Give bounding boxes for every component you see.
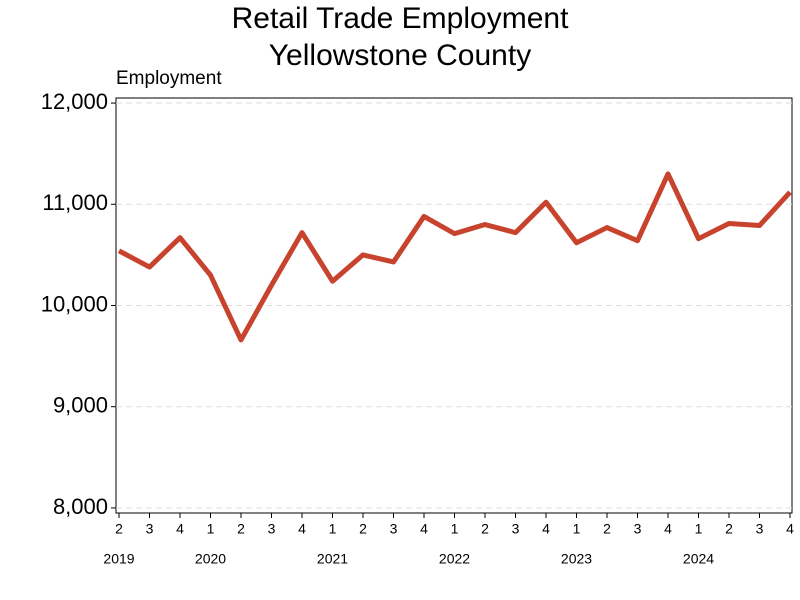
x-tick-label: 1: [451, 521, 459, 537]
y-tick-label: 8,000: [53, 494, 108, 519]
x-tick-label: 3: [756, 521, 764, 537]
x-tick-label: 2: [237, 521, 245, 537]
x-tick-label: 2: [725, 521, 733, 537]
x-tick-label: 3: [390, 521, 398, 537]
year-label: 2021: [317, 551, 348, 567]
x-tick-label: 4: [420, 521, 428, 537]
x-tick-label: 1: [329, 521, 337, 537]
chart-title: Retail Trade Employment: [232, 2, 569, 35]
x-tick-label: 4: [176, 521, 184, 537]
x-tick-label: 2: [359, 521, 367, 537]
x-tick-label: 3: [146, 521, 154, 537]
x-tick-label: 3: [634, 521, 642, 537]
y-tick-label: 10,000: [41, 291, 108, 316]
y-tick-label: 11,000: [42, 190, 108, 215]
year-label: 2023: [561, 551, 592, 567]
x-tick-label: 2: [481, 521, 489, 537]
year-label: 2024: [683, 551, 714, 567]
line: [117, 171, 792, 343]
year-label: 2020: [195, 551, 226, 567]
x-tick-label: 2: [603, 521, 611, 537]
x-tick-label: 4: [542, 521, 550, 537]
x-tick-label: 4: [786, 521, 794, 537]
year-label: 2019: [103, 551, 134, 567]
x-tick-label: 3: [268, 521, 276, 537]
x-tick-label: 4: [298, 521, 306, 537]
x-tick-label: 2: [115, 521, 123, 537]
chart-subtitle: Yellowstone County: [269, 39, 531, 72]
y-tick-label: 9,000: [53, 393, 108, 418]
x-tick-label: 1: [695, 521, 703, 537]
x-tick-label: 1: [207, 521, 215, 537]
y-axis-label: Employment: [116, 68, 222, 89]
x-tick-label: 3: [512, 521, 520, 537]
x-tick-label: 4: [664, 521, 672, 537]
year-label: 2022: [439, 551, 470, 567]
y-tick-label: 12,000: [41, 89, 108, 114]
x-tick-label: 1: [573, 521, 581, 537]
